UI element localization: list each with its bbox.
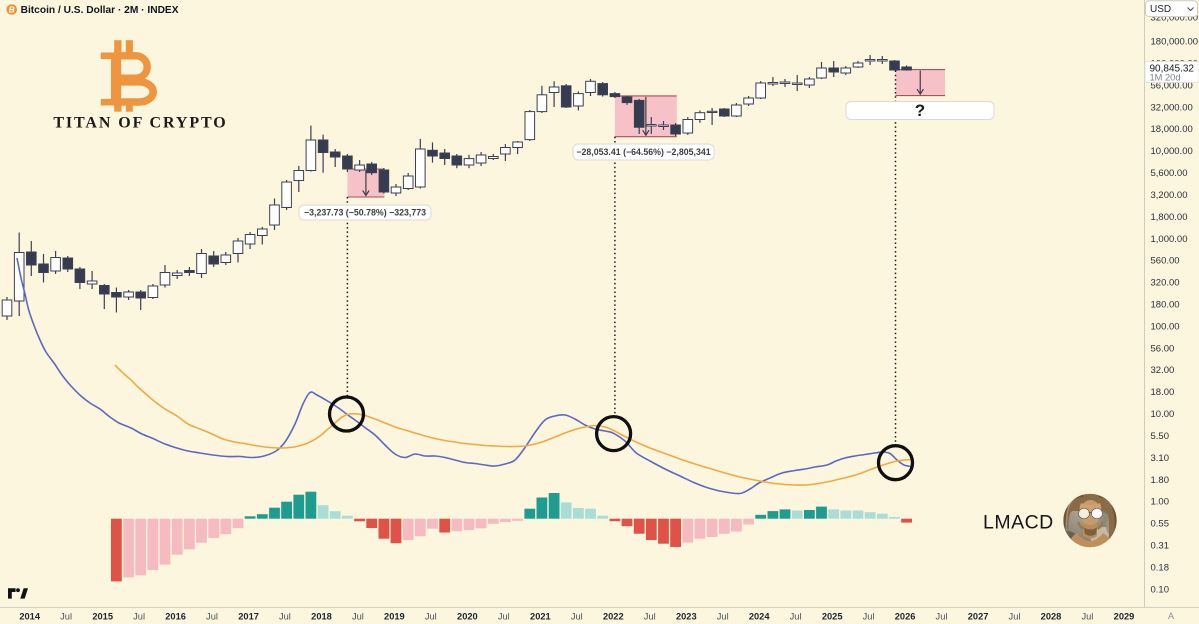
svg-text:B: B <box>9 6 15 15</box>
svg-text:Jul: Jul <box>498 612 510 622</box>
svg-text:Jul: Jul <box>571 612 583 622</box>
svg-text:320,000.00: 320,000.00 <box>1151 13 1199 24</box>
svg-text:0.10: 0.10 <box>1151 584 1170 595</box>
svg-text:Jul: Jul <box>863 612 875 622</box>
svg-text:18.00: 18.00 <box>1151 387 1175 398</box>
svg-text:2026: 2026 <box>895 612 916 622</box>
svg-text:Jul: Jul <box>1081 612 1093 622</box>
svg-text:−28,053.41 (−64.56%) −2,805,34: −28,053.41 (−64.56%) −2,805,341 <box>576 147 710 157</box>
svg-text:2022: 2022 <box>603 612 624 622</box>
svg-text:Jul: Jul <box>133 612 145 622</box>
svg-text:2019: 2019 <box>384 612 405 622</box>
svg-text:TITAN OF CRYPTO: TITAN OF CRYPTO <box>53 114 227 131</box>
svg-text:Jul: Jul <box>60 612 72 622</box>
svg-text:10.00: 10.00 <box>1151 409 1175 420</box>
svg-text:1.80: 1.80 <box>1151 475 1170 486</box>
svg-text:90,845.32: 90,845.32 <box>1150 64 1195 75</box>
svg-text:Jul: Jul <box>790 612 802 622</box>
svg-text:USD: USD <box>1150 4 1171 15</box>
svg-text:560.00: 560.00 <box>1151 256 1180 267</box>
svg-text:32.00: 32.00 <box>1151 365 1175 376</box>
svg-text:320.00: 320.00 <box>1151 278 1180 289</box>
svg-text:Jul: Jul <box>717 612 729 622</box>
svg-text:Jul: Jul <box>206 612 218 622</box>
svg-text:2016: 2016 <box>165 612 186 622</box>
svg-text:2029: 2029 <box>1114 612 1135 622</box>
svg-text:10,000.00: 10,000.00 <box>1151 146 1193 157</box>
svg-text:−3,237.73 (−50.78%) −323,773: −3,237.73 (−50.78%) −323,773 <box>304 208 426 218</box>
svg-text:Jul: Jul <box>279 612 291 622</box>
svg-text:?: ? <box>915 101 925 120</box>
svg-text:2015: 2015 <box>92 612 113 622</box>
svg-text:2021: 2021 <box>530 612 551 622</box>
svg-text:1,800.00: 1,800.00 <box>1151 212 1188 223</box>
svg-text:2025: 2025 <box>822 612 843 622</box>
svg-text:56.00: 56.00 <box>1151 343 1175 354</box>
svg-text:Jul: Jul <box>1009 612 1021 622</box>
svg-text:0.31: 0.31 <box>1151 541 1170 552</box>
svg-text:LMACD: LMACD <box>983 512 1054 534</box>
svg-text:1.00: 1.00 <box>1151 497 1170 508</box>
svg-text:A: A <box>1168 611 1174 621</box>
svg-text:180,000.00: 180,000.00 <box>1151 37 1199 48</box>
svg-text:0.18: 0.18 <box>1151 562 1170 573</box>
svg-text:2017: 2017 <box>238 612 259 622</box>
svg-text:Jul: Jul <box>425 612 437 622</box>
svg-text:2023: 2023 <box>676 612 697 622</box>
svg-text:Jul: Jul <box>936 612 948 622</box>
svg-text:1,000.00: 1,000.00 <box>1151 234 1188 245</box>
svg-text:Jul: Jul <box>352 612 364 622</box>
svg-text:0.55: 0.55 <box>1151 519 1170 530</box>
svg-text:32,000.00: 32,000.00 <box>1151 102 1193 113</box>
svg-text:Jul: Jul <box>644 612 656 622</box>
svg-text:5,600.00: 5,600.00 <box>1151 168 1188 179</box>
svg-text:2020: 2020 <box>457 612 478 622</box>
svg-text:56,000.00: 56,000.00 <box>1151 80 1193 91</box>
svg-text:5.50: 5.50 <box>1151 431 1170 442</box>
svg-text:Bitcoin / U.S. Dollar · 2M · I: Bitcoin / U.S. Dollar · 2M · INDEX <box>21 5 179 16</box>
svg-text:2014: 2014 <box>19 612 41 622</box>
svg-text:18,000.00: 18,000.00 <box>1151 124 1193 135</box>
svg-text:2024: 2024 <box>749 612 771 622</box>
svg-text:3.10: 3.10 <box>1151 453 1170 464</box>
svg-text:2027: 2027 <box>968 612 989 622</box>
svg-text:1M 20d: 1M 20d <box>1150 73 1181 83</box>
svg-text:2028: 2028 <box>1041 612 1062 622</box>
svg-text:2018: 2018 <box>311 612 332 622</box>
svg-text:100.00: 100.00 <box>1151 321 1180 332</box>
svg-text:180.00: 180.00 <box>1151 300 1180 311</box>
svg-text:3,200.00: 3,200.00 <box>1151 190 1188 201</box>
